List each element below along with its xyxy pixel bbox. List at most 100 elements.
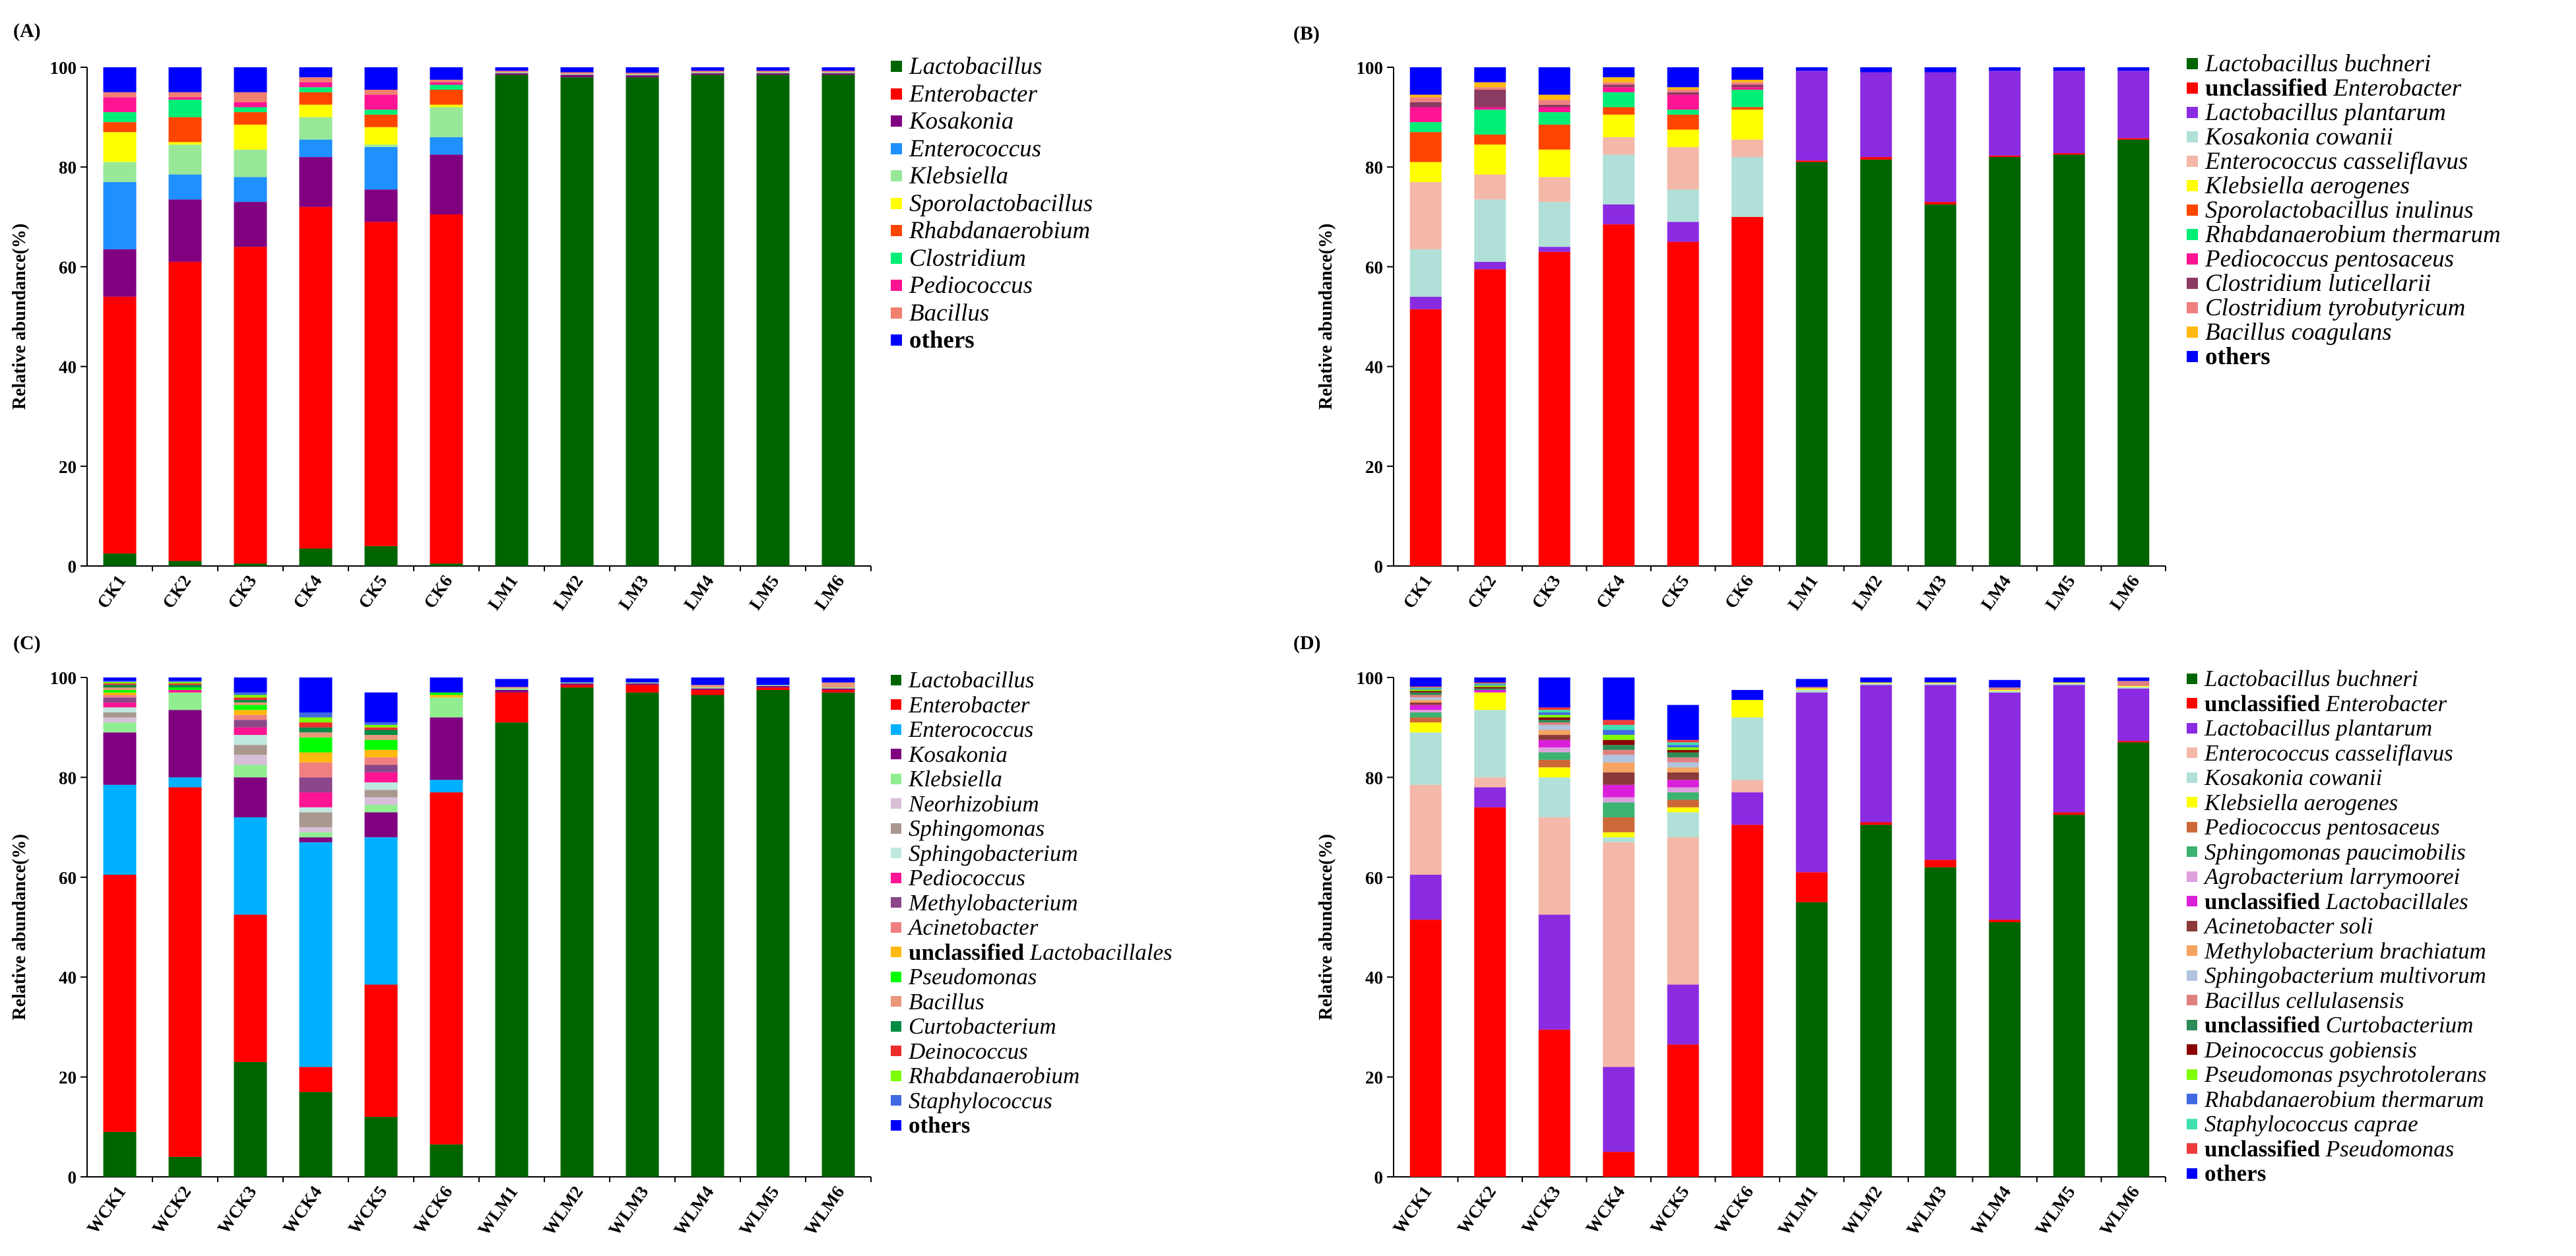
- legend-item-clostridium: Clostridium: [891, 245, 1093, 272]
- legend-swatch: [2187, 1044, 2197, 1055]
- bar-segment-unclassified-lactobacillales: [1538, 739, 1570, 747]
- legend-item-enterococcus-casseliflavus: Enterococcus casseliflavus: [2187, 740, 2486, 766]
- legend-swatch: [2187, 970, 2197, 981]
- bar-segment-staphylococcus-caprae: [1409, 687, 1442, 689]
- x-tick-label: WLM6: [800, 1182, 849, 1239]
- bar-segment-kosakonia: [234, 777, 267, 817]
- bar-segment-kosakonia: [495, 73, 529, 75]
- stacked-bar-chart: 0 20 40 60 80 100 Relative abundance(%) WCK1 WCK…: [1316, 668, 2166, 1239]
- bar-segment-pediococcus-pentosaceus: [1603, 87, 1635, 92]
- legend-label: Pediococcus pentosaceus: [2205, 245, 2455, 272]
- bar-segment-unclassified-lactobacillales: [103, 692, 137, 695]
- legend: Lactobacillus buchneri unclassified Enter…: [2187, 51, 2501, 369]
- bar-segment-unclassified-enterobacter: [1409, 309, 1442, 566]
- bar-segment-rhabdanaerobium: [168, 117, 202, 142]
- bar-segment-lactobacillus: [691, 695, 724, 1177]
- legend-swatch: [2187, 351, 2198, 362]
- bar-segment-clostridium-tyrobutyricum: [1667, 90, 1699, 92]
- bar-segment-lactobacillus-plantarum: [1409, 875, 1442, 920]
- bar-segment-sporolactobacillus-inulinus: [1667, 114, 1699, 130]
- bar-segment-unclassified-lactobacillales: [1409, 705, 1442, 710]
- bar-segment-staphylococcus: [299, 712, 333, 718]
- bar-segment-others: [1667, 705, 1699, 740]
- y-tick-label: 80: [59, 768, 77, 788]
- bar-segment-enterococcus-casseliflavus: [1538, 817, 1570, 915]
- legend-swatch: [891, 749, 901, 760]
- bar-segment-others: [1538, 67, 1570, 95]
- bar-segment-klebsiella: [691, 687, 724, 689]
- bar-segment-pediococcus-pentosaceus: [1474, 107, 1506, 110]
- bar-segment-enterococcus-casseliflavus: [1409, 181, 1442, 249]
- panel-d: (D) 0 20 40 60 80 100 Relative abundance(%) WCK…: [1288, 628, 2576, 1256]
- legend-item-sporolactobacillus: Sporolactobacillus: [891, 190, 1093, 218]
- bar-segment-enterococcus-casseliflavus: [1474, 777, 1506, 788]
- x-tick-label: LM6: [2106, 571, 2143, 613]
- bar-segment-methylobacterium: [299, 777, 333, 793]
- bar-segment-unclassified-lactobacillales: [1667, 780, 1699, 788]
- bar-segment-sphingobacterium: [364, 782, 398, 790]
- bar-segment-unclassified-enterobacter: [1860, 822, 1892, 825]
- legend-swatch: [2187, 107, 2198, 118]
- legend-item-pediococcus: Pediococcus: [891, 272, 1093, 299]
- bar-segment-lactobacillus-buchneri: [2053, 815, 2085, 1177]
- bar-segment-unclassified-curtobacterium: [1603, 745, 1635, 750]
- bar-segment-sphingomonas-paucimobilis: [1538, 752, 1570, 760]
- bar-segment-deinococcus-gobiensis: [1474, 687, 1506, 689]
- bar-segment-kosakonia-cowanii: [2117, 687, 2150, 689]
- legend-swatch: [2187, 821, 2197, 832]
- bar-segment-others: [1924, 677, 1956, 683]
- y-axis-label: Relative abundance(%): [9, 834, 30, 1020]
- bar-segment-klebsiella: [430, 107, 463, 137]
- x-tick-label: WCK5: [1646, 1182, 1693, 1238]
- bar-segment-unclassified-enterobacter: [1603, 224, 1635, 566]
- legend-item-others: others: [891, 327, 1093, 354]
- legend-item-unclassified-curtobacterium: unclassified Curtobacterium: [2187, 1013, 2486, 1038]
- bar-segment-sphingomonas-paucimobilis: [1409, 712, 1442, 718]
- bar-segment-others: [364, 692, 398, 723]
- x-tick-label: WLM4: [670, 1182, 718, 1239]
- bar-segment-enterobacter: [430, 792, 463, 1145]
- bar-segment-lactobacillus-plantarum: [1474, 261, 1506, 270]
- bar-segment-kosakonia-cowanii: [2053, 683, 2085, 685]
- bar-segment-pediococcus: [364, 94, 398, 110]
- legend-item-clostridium-luticellarii: Clostridium luticellarii: [2187, 271, 2501, 296]
- bar-segment-bacillus: [168, 92, 202, 98]
- legend-label: Enterococcus: [909, 716, 1034, 742]
- bar-segment-klebsiella: [495, 688, 529, 690]
- bar-segment-pseudomonas-psychrotolerans: [1409, 689, 1442, 691]
- bar-segment-klebsiella: [430, 697, 463, 718]
- bar-ck1: [103, 67, 137, 566]
- legend-label: unclassified Curtobacterium: [2205, 1012, 2474, 1038]
- y-tick-label: 100: [1357, 58, 1384, 78]
- bar-segment-lactobacillus: [234, 1061, 267, 1177]
- legend-item-deinococcus: Deinococcus: [891, 1038, 1173, 1064]
- bar-segment-klebsiella: [168, 692, 202, 710]
- legend-swatch: [2187, 1168, 2197, 1179]
- legend-swatch: [891, 773, 901, 784]
- y-tick-label: 60: [59, 868, 77, 888]
- bar-segment-others: [364, 67, 398, 90]
- legend-swatch: [891, 88, 902, 100]
- bar-segment-methylobacterium-brachiatum: [1538, 730, 1570, 736]
- bar-segment-sphingobacterium: [103, 707, 137, 712]
- bar-segment-lactobacillus-buchneri: [1989, 157, 2021, 566]
- bar-wck4: [1603, 677, 1635, 1177]
- bar-segment-lactobacillus-plantarum: [2117, 71, 2150, 139]
- bar-wlm1: [1795, 679, 1828, 1177]
- y-tick-label: 100: [1357, 668, 1384, 688]
- bar-segment-pseudomonas-psychrotolerans: [1538, 714, 1570, 718]
- bar-segment-kosakonia: [756, 73, 790, 75]
- bar-segment-enterococcus: [430, 137, 463, 155]
- bar-segment-klebsiella: [756, 72, 790, 74]
- bar-segment-kosakonia: [364, 812, 398, 838]
- bar-segment-enterococcus-casseliflavus: [1603, 842, 1635, 1067]
- bar-segment-others: [821, 67, 855, 71]
- bar-segment-lactobacillus-plantarum: [1667, 984, 1699, 1045]
- bar-segment-acinetobacter-soli: [1538, 735, 1570, 740]
- bar-segment-unclassified-curtobacterium: [1667, 752, 1699, 758]
- bar-segment-unclassified-enterobacter: [1860, 157, 1892, 160]
- bar-segment-kosakonia-cowanii: [1667, 812, 1699, 838]
- bar-segment-clostridium-luticellarii: [1409, 102, 1442, 108]
- bar-segment-clostridium: [234, 107, 267, 113]
